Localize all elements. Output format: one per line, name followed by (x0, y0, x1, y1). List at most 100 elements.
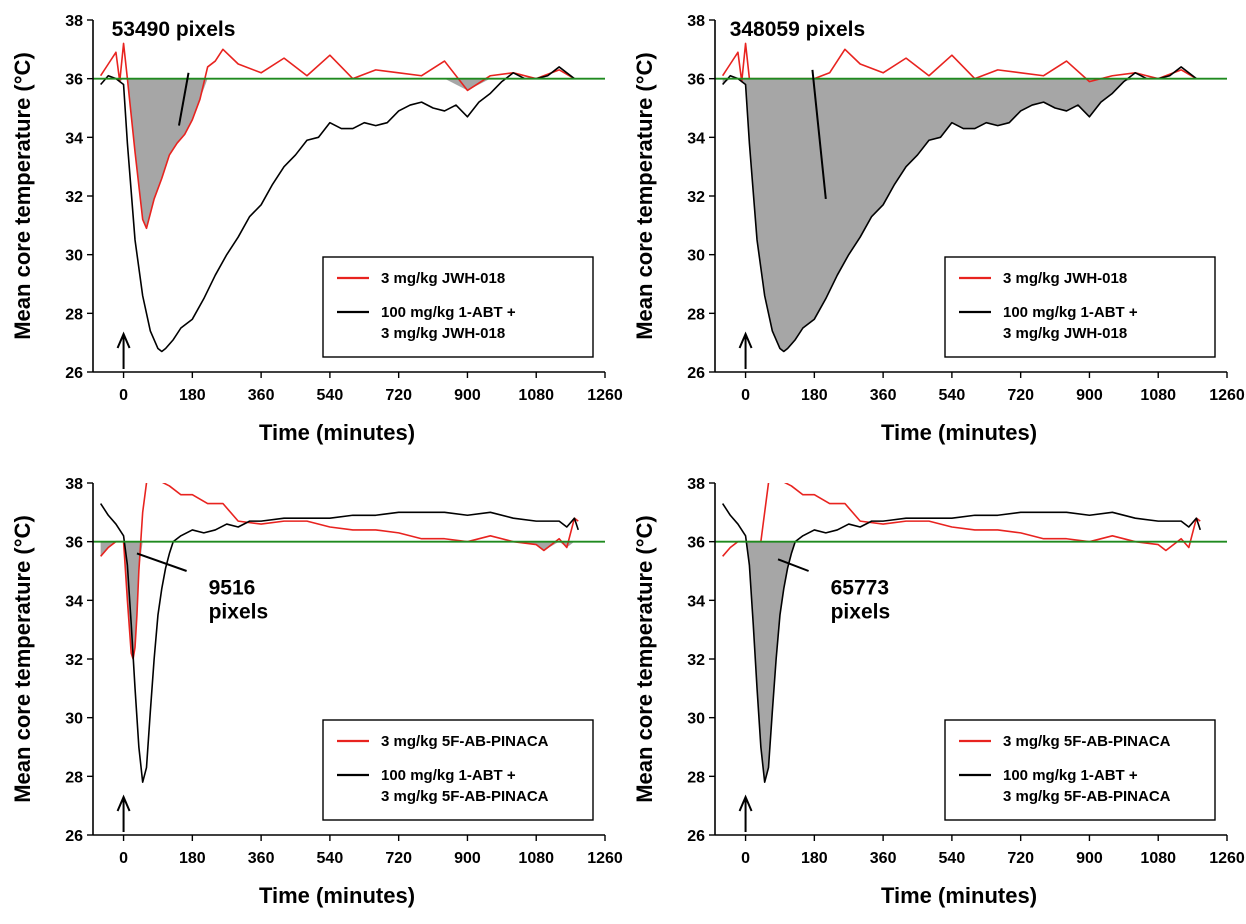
y-tick-label: 38 (65, 13, 83, 30)
x-tick-label: 900 (1076, 387, 1103, 404)
y-tick-label: 34 (687, 130, 705, 147)
x-tick-label: 540 (317, 850, 344, 867)
x-tick-label: 720 (1007, 387, 1034, 404)
x-tick-label: 900 (1076, 850, 1103, 867)
dose-arrow-icon (738, 794, 753, 832)
dose-arrow-icon (116, 331, 131, 369)
y-tick-label: 26 (65, 828, 83, 845)
x-tick-label: 180 (179, 387, 206, 404)
legend-entry-label: 100 mg/kg 1-ABT + (1003, 304, 1138, 321)
panel-bottom-right: 0 180 360 540 720 900 1080 1260 26 28 30 32 34 36 38 Ti… (632, 476, 1245, 908)
x-tick-label: 1080 (518, 387, 554, 404)
y-tick-label: 30 (65, 248, 83, 265)
y-tick-label: 28 (687, 306, 705, 323)
legend-box (322, 719, 594, 821)
y-tick-label: 26 (687, 828, 705, 845)
legend-entry-label: 3 mg/kg 5F-AB-PINACA (381, 788, 549, 805)
x-tick-label: 1260 (1209, 850, 1245, 867)
dose-arrow-icon (116, 794, 131, 832)
x-tick-label: 540 (939, 850, 966, 867)
y-tick-label: 36 (687, 72, 705, 89)
x-axis-label: Time (minutes) (259, 883, 415, 908)
x-tick-label: 0 (741, 850, 750, 867)
y-tick-label: 34 (687, 593, 705, 610)
x-tick-label: 1080 (1140, 387, 1176, 404)
annotation-label: 348059 pixels (730, 18, 865, 41)
y-tick-label: 32 (65, 189, 83, 206)
dose-arrow-icon (738, 331, 753, 369)
x-tick-label: 360 (870, 387, 897, 404)
y-tick-label: 28 (65, 769, 83, 786)
shaded-area (100, 541, 579, 659)
legend-entry-label: 3 mg/kg 5F-AB-PINACA (1003, 788, 1171, 805)
annotation-label: 53490 pixels (112, 18, 236, 41)
annotation-pointer (136, 552, 187, 572)
x-tick-label: 0 (741, 387, 750, 404)
y-tick-label: 38 (687, 13, 705, 30)
x-axis-label: Time (minutes) (259, 420, 415, 445)
x-tick-label: 1260 (587, 387, 623, 404)
legend-entry-label: 3 mg/kg 5F-AB-PINACA (1003, 733, 1171, 750)
series-line-red (99, 42, 575, 230)
legend-entry-label: 3 mg/kg JWH-018 (1003, 325, 1127, 342)
x-tick-label: 360 (248, 850, 275, 867)
y-tick-label: 32 (687, 189, 705, 206)
legend-box (322, 256, 594, 358)
annotation-label: pixels (209, 601, 269, 624)
annotation-label: 65773 (831, 577, 889, 600)
legend-entry-label: 3 mg/kg 5F-AB-PINACA (381, 733, 549, 750)
x-tick-label: 1260 (1209, 387, 1245, 404)
series-line-black (721, 503, 1202, 784)
series-line-black (722, 66, 1197, 353)
y-axis-label: Mean core temperature (°C) (10, 515, 35, 803)
y-tick-label: 30 (65, 711, 83, 728)
y-axis-label: Mean core temperature (°C) (632, 52, 657, 340)
x-tick-label: 360 (248, 387, 275, 404)
x-tick-label: 1260 (587, 850, 623, 867)
legend-entry-label: 3 mg/kg JWH-018 (381, 270, 505, 287)
panel-top-right: 0 180 360 540 720 900 1080 1260 26 28 30 32 34 36 38 Ti… (632, 13, 1245, 445)
y-tick-label: 26 (65, 365, 83, 382)
legend-entry-label: 100 mg/kg 1-ABT + (381, 767, 516, 784)
x-tick-label: 900 (454, 850, 481, 867)
x-tick-label: 180 (801, 850, 828, 867)
y-tick-label: 30 (687, 248, 705, 265)
y-tick-label: 38 (65, 476, 83, 493)
x-tick-label: 540 (317, 387, 344, 404)
legend-box (944, 719, 1216, 821)
x-tick-label: 0 (119, 850, 128, 867)
legend-entry-label: 3 mg/kg JWH-018 (1003, 270, 1127, 287)
legend-entry-label: 3 mg/kg JWH-018 (381, 325, 505, 342)
y-tick-label: 36 (65, 72, 83, 89)
y-tick-label: 34 (65, 593, 83, 610)
y-tick-label: 36 (65, 535, 83, 552)
y-tick-label: 26 (687, 365, 705, 382)
y-axis-label: Mean core temperature (°C) (10, 52, 35, 340)
series-line-black (100, 66, 575, 353)
legend-entry-label: 100 mg/kg 1-ABT + (381, 304, 516, 321)
x-tick-label: 900 (454, 387, 481, 404)
y-tick-label: 34 (65, 130, 83, 147)
y-tick-label: 28 (687, 769, 705, 786)
y-tick-label: 38 (687, 476, 705, 493)
annotation-pointer (177, 72, 190, 126)
x-tick-label: 540 (939, 387, 966, 404)
legend-entry-label: 100 mg/kg 1-ABT + (1003, 767, 1138, 784)
y-tick-label: 32 (687, 652, 705, 669)
y-axis-label: Mean core temperature (°C) (632, 515, 657, 803)
panel-bottom-left: 0 180 360 540 720 900 1080 1260 26 28 30 32 34 36 38 Ti… (10, 476, 623, 908)
annotation-label: pixels (831, 601, 891, 624)
shaded-area (722, 541, 1201, 783)
series-line-black (99, 503, 580, 784)
x-axis-label: Time (minutes) (881, 883, 1037, 908)
x-tick-label: 1080 (518, 850, 554, 867)
x-axis-label: Time (minutes) (881, 420, 1037, 445)
y-tick-label: 36 (687, 535, 705, 552)
y-tick-label: 28 (65, 306, 83, 323)
x-tick-label: 720 (385, 387, 412, 404)
x-tick-label: 360 (870, 850, 897, 867)
shaded-area (100, 78, 575, 229)
series-line-red (721, 42, 1197, 83)
